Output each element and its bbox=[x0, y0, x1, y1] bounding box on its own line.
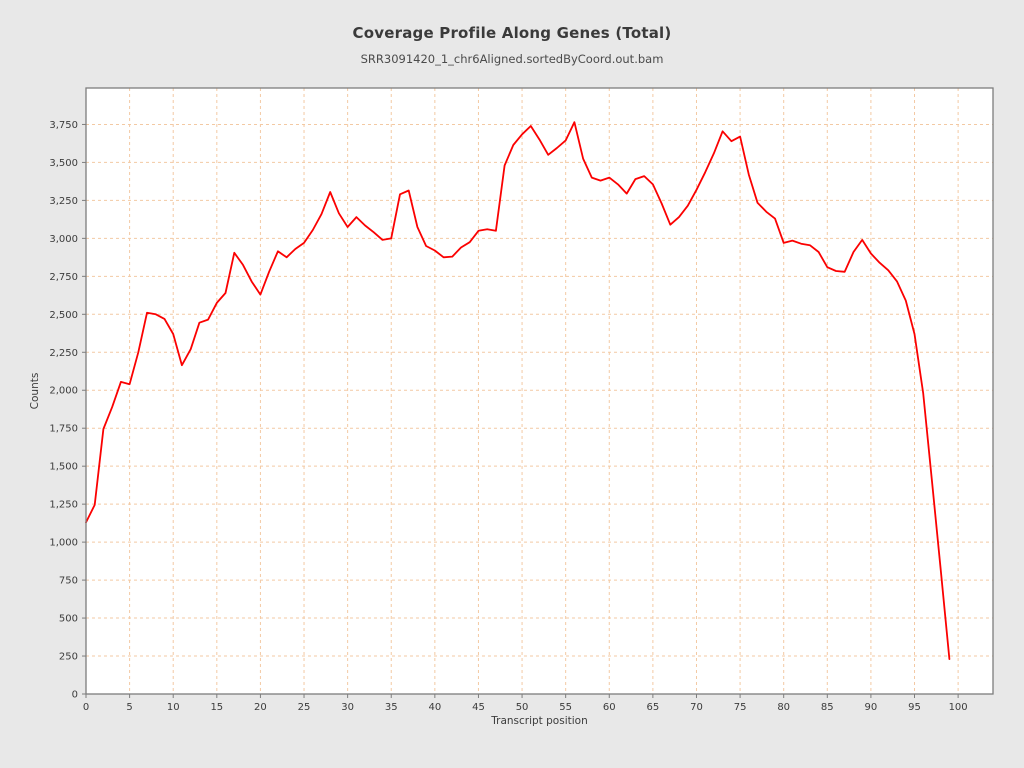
x-tick-label: 0 bbox=[83, 702, 89, 713]
y-tick-label: 2,500 bbox=[49, 310, 78, 321]
y-tick-label: 1,000 bbox=[49, 538, 78, 549]
chart-subtitle: SRR3091420_1_chr6Aligned.sortedByCoord.o… bbox=[360, 52, 664, 66]
coverage-line bbox=[85, 121, 951, 660]
y-tick-label: 3,750 bbox=[49, 120, 78, 131]
x-tick-label: 25 bbox=[298, 702, 311, 713]
y-tick-label: 1,500 bbox=[49, 462, 78, 473]
x-tick-label: 80 bbox=[777, 702, 790, 713]
x-tick-label: 75 bbox=[734, 702, 747, 713]
x-tick-label: 95 bbox=[908, 702, 921, 713]
x-tick-label: 55 bbox=[559, 702, 572, 713]
y-tick-label: 500 bbox=[59, 614, 78, 625]
chart-title: Coverage Profile Along Genes (Total) bbox=[352, 24, 672, 42]
x-tick-label: 100 bbox=[949, 702, 968, 713]
x-tick-label: 35 bbox=[385, 702, 398, 713]
y-tick-label: 2,750 bbox=[49, 272, 78, 283]
x-tick-label: 15 bbox=[210, 702, 223, 713]
y-axis-label: Counts bbox=[29, 373, 41, 410]
y-tick-label: 2,250 bbox=[49, 348, 78, 359]
y-tick-label: 3,000 bbox=[49, 234, 78, 245]
x-tick-label: 50 bbox=[516, 702, 529, 713]
x-tick-label: 10 bbox=[167, 702, 180, 713]
x-tick-label: 40 bbox=[428, 702, 441, 713]
x-tick-label: 85 bbox=[821, 702, 834, 713]
y-tick-label: 2,000 bbox=[49, 386, 78, 397]
x-tick-label: 60 bbox=[603, 702, 616, 713]
x-axis-label: Transcript position bbox=[490, 715, 587, 727]
plot-area bbox=[86, 88, 993, 694]
x-tick-label: 20 bbox=[254, 702, 267, 713]
x-tick-label: 5 bbox=[126, 702, 132, 713]
x-tick-label: 45 bbox=[472, 702, 485, 713]
x-tick-label: 65 bbox=[647, 702, 660, 713]
y-tick-label: 1,250 bbox=[49, 500, 78, 511]
y-tick-label: 0 bbox=[72, 690, 78, 701]
y-tick-label: 3,500 bbox=[49, 158, 78, 169]
x-tick-label: 70 bbox=[690, 702, 703, 713]
y-tick-label: 3,250 bbox=[49, 196, 78, 207]
y-tick-label: 1,750 bbox=[49, 424, 78, 435]
y-tick-label: 750 bbox=[59, 576, 78, 587]
y-tick-label: 250 bbox=[59, 652, 78, 663]
x-tick-label: 90 bbox=[865, 702, 878, 713]
x-tick-label: 30 bbox=[341, 702, 354, 713]
plot-border bbox=[85, 87, 994, 695]
